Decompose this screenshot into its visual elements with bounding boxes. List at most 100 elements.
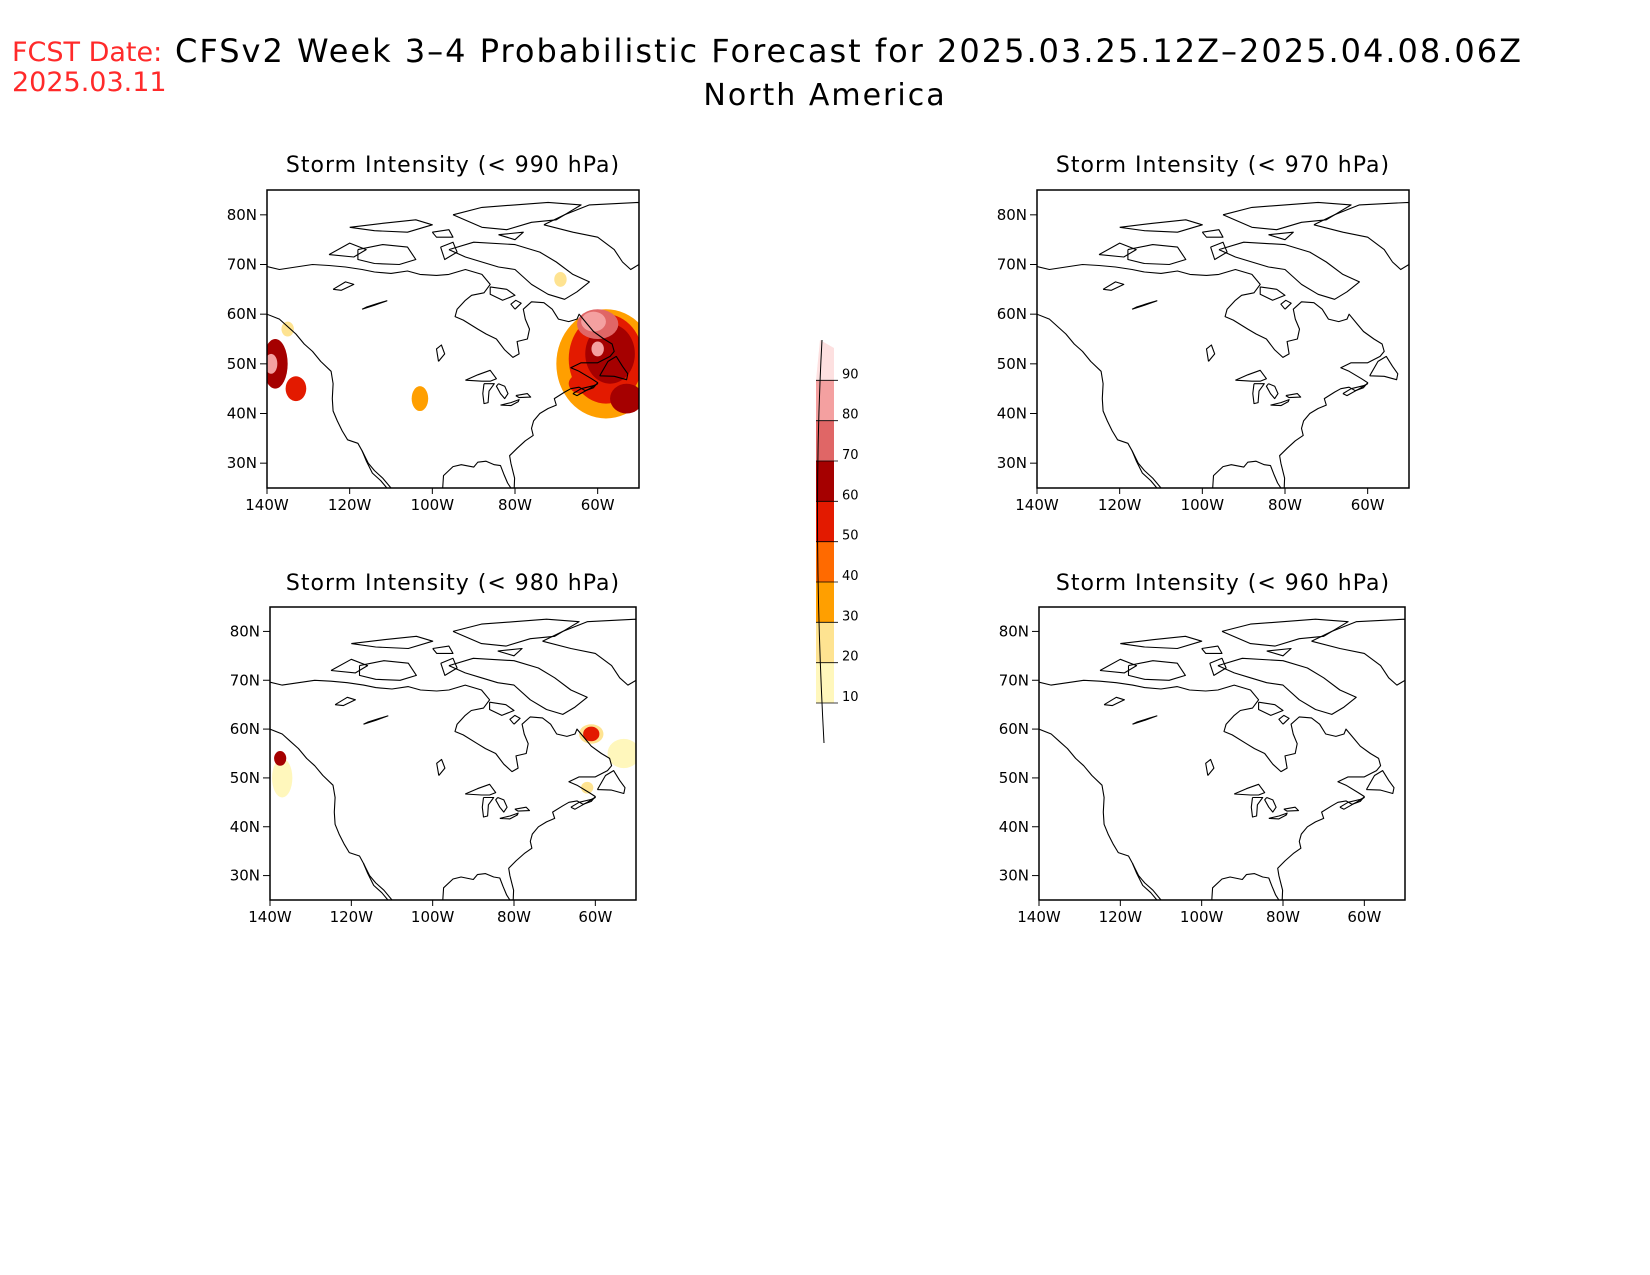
coastline <box>1131 300 1158 310</box>
coastlines <box>1039 618 1405 900</box>
colorbar-swatch <box>816 662 834 703</box>
coastline <box>514 806 531 812</box>
panels-layer: Storm Intensity (< 990 hPa) 80N 70N 60N 50N 4… <box>227 153 1410 926</box>
coastline <box>1132 715 1158 725</box>
region-name: North America <box>703 78 947 113</box>
colorbar-label: 80 <box>842 408 859 423</box>
coastline <box>1211 873 1280 900</box>
coastline <box>440 657 458 676</box>
lat-tick-label: 80N <box>999 622 1029 640</box>
probability-cell <box>281 321 294 337</box>
region-title: North America <box>0 78 1650 113</box>
lon-tick-label: 120W <box>1099 908 1143 926</box>
lat-tick-label: 40N <box>999 818 1029 836</box>
coastline <box>500 399 520 407</box>
lat-tick-label: 40N <box>997 405 1027 423</box>
coastline <box>442 873 511 900</box>
probability-cell <box>285 376 307 402</box>
colorbar-label: 40 <box>842 569 859 584</box>
map-frame <box>1038 606 1406 901</box>
lat-tick-label: 80N <box>997 206 1027 224</box>
forecast-date-label: FCST Date: <box>12 37 163 68</box>
coastline <box>465 369 497 382</box>
coastline <box>267 313 392 488</box>
coastline <box>448 657 588 715</box>
map-background <box>270 607 636 900</box>
lat-tick-label: 30N <box>999 867 1029 885</box>
coastline <box>1218 241 1360 300</box>
lat-tick-label: 40N <box>227 405 257 423</box>
coastline <box>1217 657 1357 715</box>
map-frame <box>1036 189 1410 489</box>
coastline <box>1283 806 1300 812</box>
coastline <box>330 658 369 674</box>
panel-title: Storm Intensity (< 960 hPa) <box>1056 571 1390 596</box>
coastline <box>1039 728 1162 900</box>
lon-tick-label: 60W <box>581 496 615 514</box>
panel-title: Storm Intensity (< 980 hPa) <box>286 571 620 596</box>
lon-tick-label: 100W <box>411 496 455 514</box>
coastlines <box>267 201 639 488</box>
colorbar-swatch <box>816 622 834 663</box>
coastline <box>1252 383 1265 405</box>
coastline <box>1099 658 1138 674</box>
colorbar: 10 20 30 40 50 60 70 80 90 <box>816 339 859 744</box>
map-background <box>1037 190 1409 488</box>
lon-tick-label: 120W <box>328 496 372 514</box>
coastline <box>509 714 521 725</box>
coastline <box>572 383 599 397</box>
map-frame <box>269 606 637 901</box>
coastline <box>1201 645 1223 654</box>
coastline <box>1264 796 1277 813</box>
lat-tick-label: 70N <box>230 671 260 689</box>
coastline <box>1039 679 1382 900</box>
coastline <box>1278 714 1290 725</box>
coastline <box>489 701 515 716</box>
lon-tick-label: 60W <box>1347 908 1381 926</box>
coastline <box>542 618 636 686</box>
coastline <box>570 796 596 810</box>
coastline <box>362 863 389 900</box>
coastline <box>499 812 519 820</box>
coastline <box>1250 796 1264 818</box>
coastline <box>1127 244 1187 266</box>
lon-tick-label: 140W <box>248 908 292 926</box>
coastline <box>1268 231 1294 241</box>
lat-tick-label: 60N <box>230 720 260 738</box>
coastline <box>431 229 454 238</box>
colorbar-label: 90 <box>842 367 859 382</box>
coastline <box>1270 399 1290 407</box>
coastline <box>497 647 523 657</box>
coastlines <box>1037 201 1409 488</box>
lat-tick-label: 50N <box>230 769 260 787</box>
coastline <box>543 201 639 271</box>
coastline <box>1103 696 1125 707</box>
colorbar-swatch <box>816 582 834 623</box>
coastline <box>270 728 393 900</box>
coastline <box>510 299 522 310</box>
probability-shading <box>267 271 639 419</box>
coastline <box>334 696 356 707</box>
coastline <box>1201 229 1224 238</box>
coastline <box>1205 344 1216 362</box>
coastline <box>515 393 532 399</box>
colorbar-swatch <box>816 420 834 461</box>
colorbar-swatch <box>816 541 834 582</box>
colorbar-label: 50 <box>842 529 859 544</box>
coastline <box>1280 299 1292 310</box>
lat-tick-label: 60N <box>227 305 257 323</box>
coastline <box>436 758 446 776</box>
colorbar-label: 70 <box>842 448 859 463</box>
coastline <box>1369 355 1399 381</box>
coastline <box>1205 758 1215 776</box>
probability-cell <box>267 353 278 374</box>
coastline <box>448 241 590 300</box>
lat-tick-label: 80N <box>227 206 257 224</box>
coastline <box>1313 201 1409 271</box>
coastline <box>1266 647 1292 657</box>
coastline <box>435 344 446 362</box>
coastline <box>1119 219 1203 233</box>
coastline <box>1210 241 1228 261</box>
probability-cell <box>274 751 287 766</box>
